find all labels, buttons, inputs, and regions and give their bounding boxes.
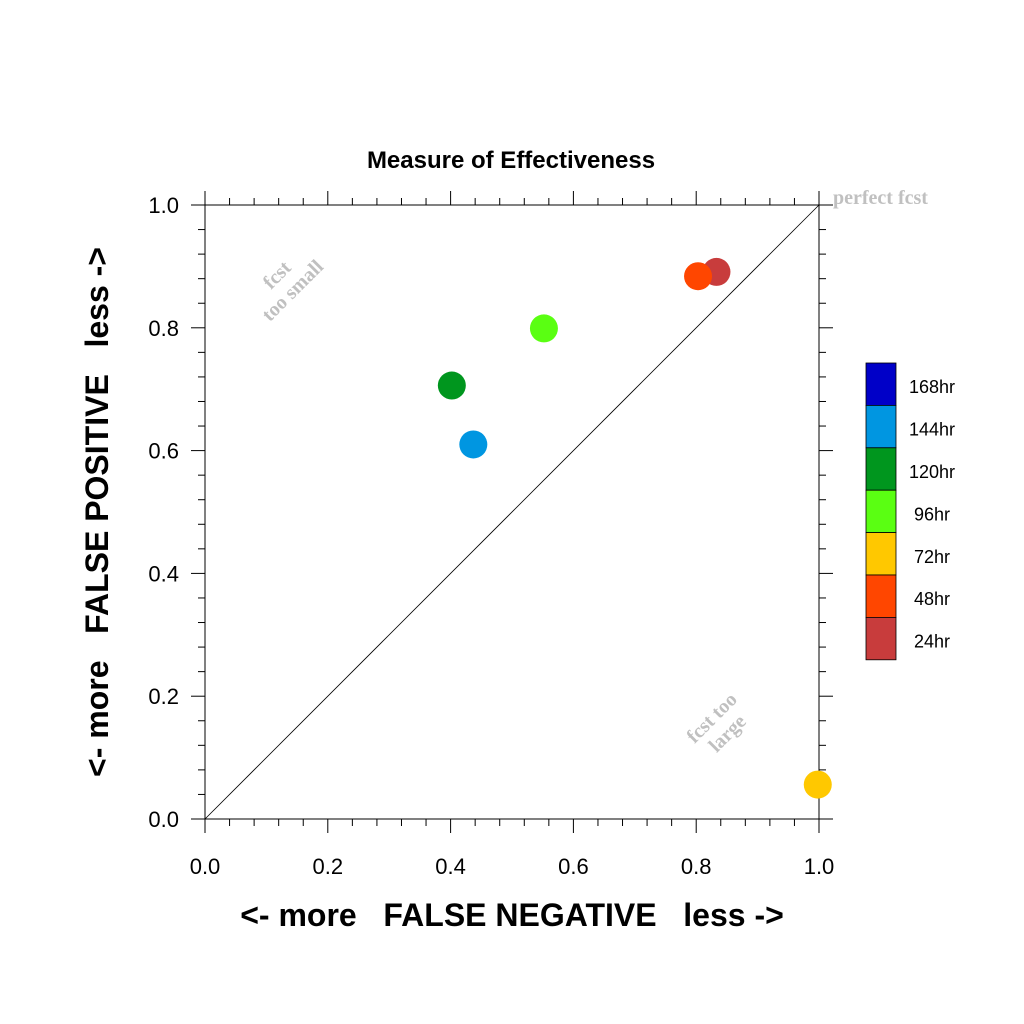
x-tick-label: 1.0 [804, 854, 835, 879]
perfect-fcst-annotation: perfect fcst [833, 187, 928, 209]
legend-label: 120hr [909, 462, 955, 482]
point-96hr [529, 314, 558, 343]
legend-label: 48hr [914, 589, 950, 609]
legend-label: 72hr [914, 547, 950, 567]
legend-label: 96hr [914, 504, 950, 524]
y-tick-label: 0.8 [148, 316, 179, 341]
y-tick-label: 0.2 [148, 684, 179, 709]
legend-swatch-120hr [865, 447, 897, 491]
x-tick-label: 0.8 [681, 854, 712, 879]
legend-swatch-48hr [865, 574, 897, 618]
legend-label: 168hr [909, 377, 955, 397]
legend-swatch-72hr [865, 532, 897, 576]
legend-swatch-96hr [865, 489, 897, 534]
axis-ticks [191, 191, 833, 833]
legend-swatch-144hr [865, 404, 897, 449]
data-points [437, 257, 832, 799]
y-axis-label: <- more FALSE POSITIVE less -> [79, 247, 115, 777]
point-144hr [459, 430, 488, 459]
x-tick-label: 0.0 [190, 854, 221, 879]
plot-area [204, 204, 820, 820]
point-48hr [684, 262, 713, 291]
point-120hr [437, 371, 466, 400]
x-tick-label: 0.2 [313, 854, 344, 879]
point-72hr [803, 770, 832, 799]
diagonal-reference-line [204, 204, 820, 820]
too-small-annotation-line2: too small [258, 255, 328, 325]
legend-label: 144hr [909, 420, 955, 440]
y-tick-label: 0.4 [148, 561, 179, 586]
tick-labels: 0.0 0.2 0.4 0.6 0.8 1.0 0.0 0.2 0.4 0.6 0.8 1.0 [148, 193, 834, 879]
chart-title: Measure of Effectiveness [367, 147, 655, 174]
y-tick-label: 1.0 [148, 193, 179, 218]
y-tick-label: 0.6 [148, 439, 179, 464]
x-tick-label: 0.6 [558, 854, 589, 879]
x-axis-label: <- more FALSE NEGATIVE less -> [240, 897, 784, 933]
y-tick-label: 0.0 [148, 807, 179, 832]
legend-swatch-24hr [865, 617, 897, 661]
legend: 168hr 144hr 120hr 96hr 72hr 48hr 24hr [865, 362, 955, 661]
legend-swatch-168hr [865, 362, 897, 406]
legend-label: 24hr [914, 632, 950, 652]
x-tick-label: 0.4 [435, 854, 466, 879]
